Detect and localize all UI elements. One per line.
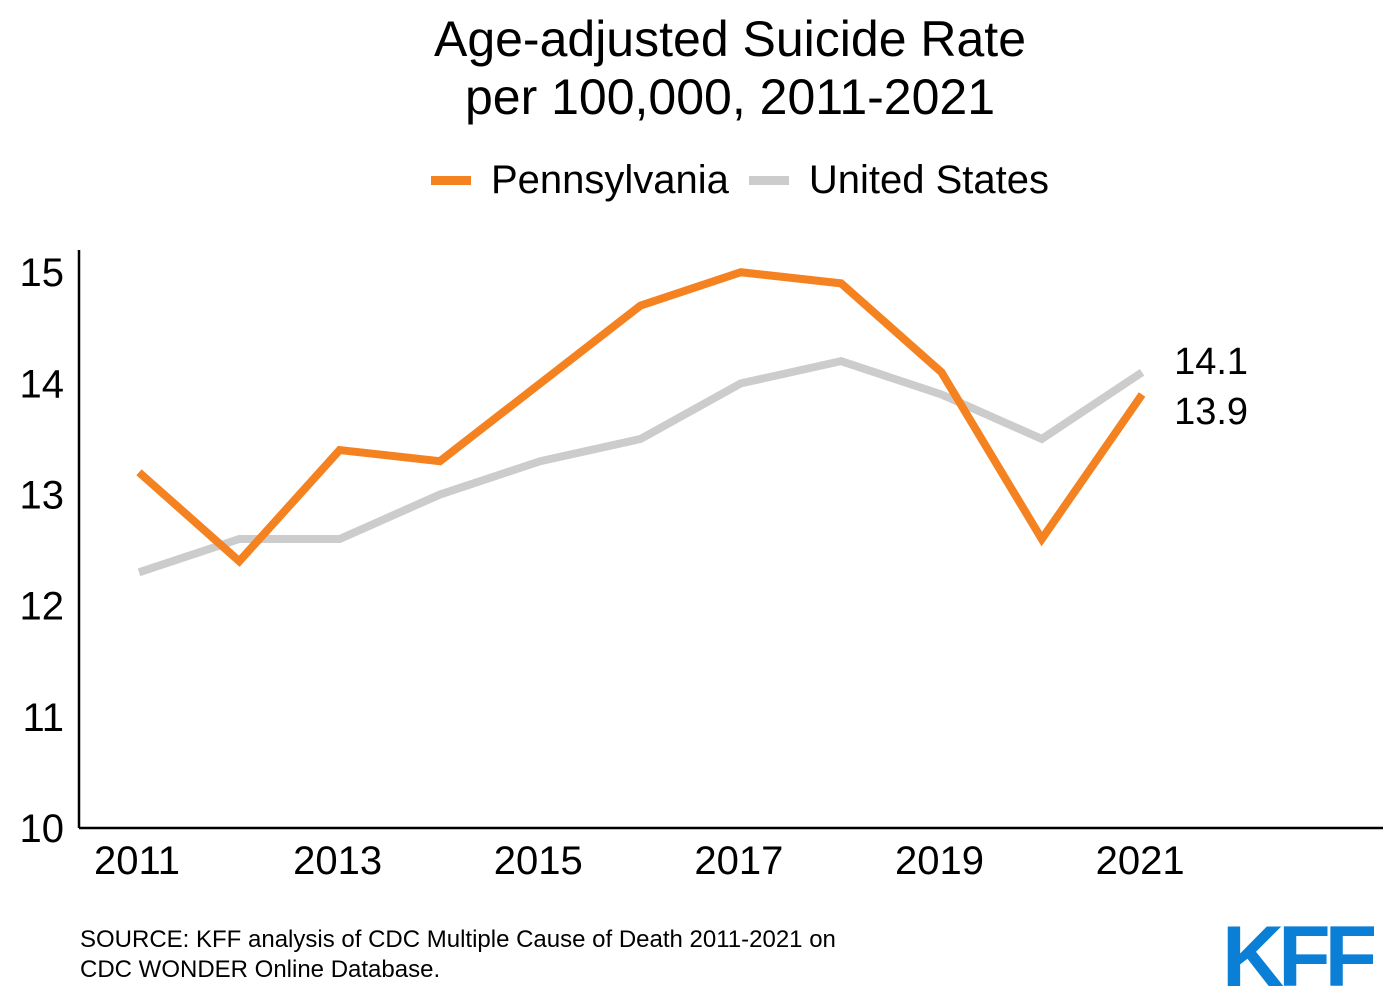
legend-item-pennsylvania: Pennsylvania: [430, 158, 729, 203]
legend-swatch-united-states: [748, 176, 789, 185]
series-line-united-states: [137, 357, 1145, 577]
legend-swatch-pennsylvania: [430, 176, 471, 185]
y-tick-label-12: 12: [20, 585, 65, 629]
x-tick-label-2017: 2017: [694, 839, 783, 883]
source-line-1: SOURCE: KFF analysis of CDC Multiple Cau…: [80, 926, 836, 953]
source-note: SOURCE: KFF analysis of CDC Multiple Cau…: [80, 925, 836, 985]
y-tick-label-15: 15: [20, 251, 65, 295]
x-tick-label-2021: 2021: [1096, 839, 1185, 883]
chart-title-line-1: Age-adjusted Suicide Rate: [433, 11, 1027, 67]
x-tick-label-2013: 2013: [293, 839, 382, 883]
x-tick-label-2019: 2019: [895, 839, 984, 883]
x-tick-label-2011: 2011: [94, 839, 180, 883]
kff-logo: KFF: [1222, 909, 1377, 1005]
y-tick-label-14: 14: [20, 362, 65, 406]
end-label-united-states: 14.1: [1174, 341, 1248, 383]
y-tick-label-10: 10: [20, 807, 65, 851]
legend-label-pennsylvania: Pennsylvania: [490, 158, 729, 202]
legend-label-united-states: United States: [808, 158, 1050, 202]
chart-title-line-2: per 100,000, 2011-2021: [464, 69, 996, 125]
series-line-pennsylvania: [136, 268, 1146, 567]
x-tick-label-2015: 2015: [494, 839, 583, 883]
source-line-2: CDC WONDER Online Database.: [80, 956, 441, 983]
chart-title: Age-adjusted Suicide Rate per 100,000, 2…: [0, 10, 1400, 126]
end-label-pennsylvania: 13.9: [1174, 391, 1248, 433]
y-tick-label-11: 11: [22, 696, 64, 740]
legend-item-united-states: United States: [748, 158, 1050, 203]
y-tick-label-13: 13: [20, 474, 65, 518]
legend: Pennsylvania United States: [0, 158, 1400, 203]
